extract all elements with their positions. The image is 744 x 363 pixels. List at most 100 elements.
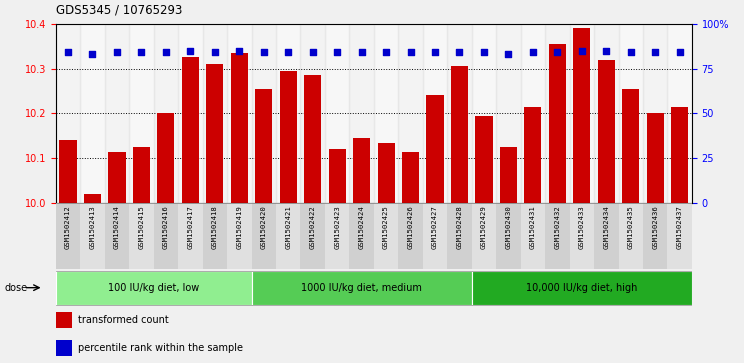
Bar (545, 203, 570, 269)
Bar (251, 24, 276, 203)
Bar (56, 203, 80, 269)
Text: GDS5345 / 10765293: GDS5345 / 10765293 (56, 3, 182, 16)
Bar (325, 203, 350, 269)
Text: GSM1502422: GSM1502422 (310, 205, 315, 249)
Bar (350, 203, 374, 269)
Bar (109, 152, 126, 203)
Point (600, 48, 612, 53)
Bar (227, 203, 251, 269)
Text: GSM1502430: GSM1502430 (505, 205, 511, 249)
Bar (667, 203, 692, 269)
Bar (570, 203, 594, 269)
Bar (276, 24, 301, 203)
Text: GSM1502436: GSM1502436 (652, 205, 658, 249)
Text: GSM1502421: GSM1502421 (285, 205, 291, 249)
Text: percentile rank within the sample: percentile rank within the sample (78, 343, 243, 353)
Bar (643, 203, 667, 269)
Bar (500, 147, 517, 203)
Bar (182, 57, 199, 203)
Text: GSM1502425: GSM1502425 (383, 205, 389, 249)
Point (454, 49, 466, 55)
Text: GSM1502417: GSM1502417 (187, 205, 193, 249)
Point (576, 48, 588, 53)
Point (429, 49, 441, 55)
Text: 1000 IU/kg diet, medium: 1000 IU/kg diet, medium (301, 283, 422, 293)
Bar (475, 116, 493, 203)
Bar (594, 203, 618, 269)
Bar (472, 203, 496, 269)
Bar (671, 107, 688, 203)
Text: GSM1502432: GSM1502432 (554, 205, 560, 249)
Bar (447, 24, 472, 203)
Point (551, 49, 563, 55)
Point (209, 49, 221, 55)
Text: GSM1502412: GSM1502412 (65, 205, 71, 249)
Text: dose: dose (4, 283, 28, 293)
Bar (133, 147, 150, 203)
Bar (545, 24, 570, 203)
Text: GSM1502416: GSM1502416 (163, 205, 169, 249)
Bar (426, 95, 443, 203)
Bar (472, 24, 496, 203)
Bar (157, 114, 174, 203)
Bar (618, 203, 643, 269)
Text: GSM1502423: GSM1502423 (334, 205, 340, 249)
Bar (374, 203, 398, 269)
Bar (447, 203, 472, 269)
Bar (301, 203, 325, 269)
Bar (56, 312, 72, 328)
Bar (178, 203, 202, 269)
Point (674, 49, 686, 55)
Bar (60, 140, 77, 203)
Bar (105, 24, 129, 203)
Bar (549, 44, 566, 203)
Bar (570, 24, 594, 203)
Bar (304, 75, 321, 203)
Text: GSM1502431: GSM1502431 (530, 205, 536, 249)
Text: GSM1502414: GSM1502414 (114, 205, 120, 249)
Bar (521, 24, 545, 203)
Bar (329, 150, 346, 203)
Bar (251, 271, 472, 305)
Bar (255, 89, 272, 203)
Bar (178, 24, 202, 203)
Bar (622, 89, 639, 203)
Bar (451, 66, 468, 203)
Bar (521, 203, 545, 269)
Text: GSM1502419: GSM1502419 (237, 205, 243, 249)
Text: GSM1502415: GSM1502415 (138, 205, 144, 249)
Text: GSM1502428: GSM1502428 (457, 205, 463, 249)
Point (282, 49, 294, 55)
Bar (325, 24, 350, 203)
Bar (594, 24, 618, 203)
Point (135, 49, 147, 55)
Bar (276, 203, 301, 269)
Bar (206, 64, 223, 203)
Bar (105, 203, 129, 269)
Point (527, 49, 539, 55)
Text: GSM1502424: GSM1502424 (359, 205, 365, 249)
Bar (374, 24, 398, 203)
Bar (154, 203, 178, 269)
Point (502, 51, 514, 57)
Text: GSM1502413: GSM1502413 (89, 205, 95, 249)
Text: GSM1502420: GSM1502420 (260, 205, 267, 249)
Bar (227, 24, 251, 203)
Bar (350, 24, 374, 203)
Bar (154, 24, 178, 203)
Bar (129, 24, 154, 203)
Bar (667, 24, 692, 203)
Point (258, 49, 270, 55)
Point (331, 49, 343, 55)
Point (380, 49, 392, 55)
Bar (301, 24, 325, 203)
Text: 100 IU/kg diet, low: 100 IU/kg diet, low (108, 283, 199, 293)
Text: GSM1502435: GSM1502435 (628, 205, 634, 249)
Bar (129, 203, 154, 269)
Bar (56, 340, 72, 356)
Bar (202, 24, 227, 203)
Text: GSM1502433: GSM1502433 (579, 205, 585, 249)
Bar (402, 152, 419, 203)
Point (405, 49, 417, 55)
Bar (202, 203, 227, 269)
